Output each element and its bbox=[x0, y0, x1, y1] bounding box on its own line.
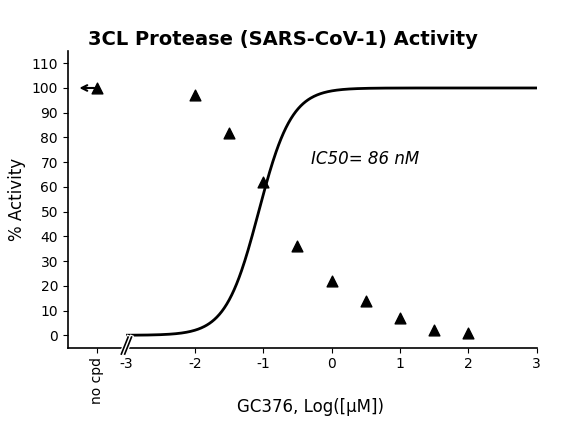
Text: GC376, Log([μM]): GC376, Log([μM]) bbox=[237, 398, 384, 416]
Point bbox=[293, 243, 302, 250]
Point bbox=[327, 278, 336, 285]
Point bbox=[259, 179, 268, 185]
Point bbox=[429, 327, 438, 334]
Point bbox=[224, 129, 233, 136]
Point bbox=[361, 297, 370, 304]
Text: 3CL Protease (SARS-CoV-1) Activity: 3CL Protease (SARS-CoV-1) Activity bbox=[88, 30, 477, 49]
Point bbox=[464, 329, 473, 336]
Text: IC50= 86 nM: IC50= 86 nM bbox=[311, 150, 419, 167]
Point bbox=[93, 85, 102, 92]
Point bbox=[396, 315, 405, 321]
Point bbox=[190, 92, 199, 99]
Y-axis label: % Activity: % Activity bbox=[8, 158, 26, 241]
